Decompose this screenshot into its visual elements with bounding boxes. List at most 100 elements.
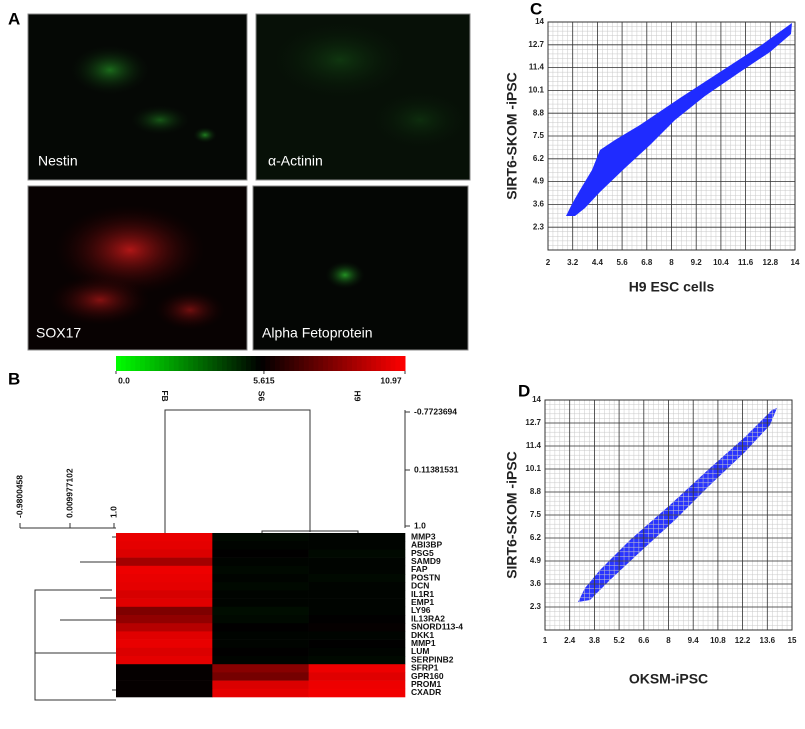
y-tick-label: 2.3 — [533, 222, 545, 231]
colorbar-segment — [255, 356, 261, 371]
heatmap-cell — [212, 631, 309, 640]
heatmap-cell — [308, 688, 406, 698]
heatmap-cell — [212, 557, 309, 567]
colorbar-segment — [212, 356, 218, 371]
heatmap-cell — [308, 541, 406, 550]
heatmap-cell — [308, 615, 406, 624]
column-label: S6 — [256, 391, 266, 402]
colorbar-segment — [241, 356, 247, 371]
y-axis-title: SIRT6-SKOM -iPSC — [504, 451, 520, 579]
image-caption: α-Actinin — [268, 153, 323, 169]
colorbar-segment — [130, 356, 136, 371]
row-label: LY96 — [411, 605, 431, 615]
y-tick-label: 7.5 — [530, 510, 542, 519]
heatmap-cell — [308, 680, 406, 690]
colorbar-segment — [356, 356, 363, 371]
row-label: IL13RA2 — [411, 613, 445, 623]
heatmap-cell — [116, 557, 213, 567]
heatmap-cell — [212, 688, 309, 698]
heatmap-cell — [212, 533, 309, 542]
colorbar-segment — [385, 356, 392, 371]
y-tick-label: 12.7 — [525, 418, 541, 427]
heatmap-cell — [116, 533, 213, 542]
colorbar-segment — [226, 356, 233, 371]
heatmap-cell — [308, 672, 406, 681]
x-tick-label: 13.6 — [760, 636, 776, 645]
y-tick-label: 11.4 — [526, 441, 542, 450]
colorbar-segment — [149, 356, 156, 371]
heatmap-cell — [116, 590, 213, 599]
row-label: CXADR — [411, 687, 441, 697]
heatmap-cell — [212, 590, 309, 599]
y-tick-label: 4.9 — [533, 177, 545, 186]
heatmap-cell — [212, 623, 309, 632]
heatmap-cell — [116, 647, 213, 657]
panel-label: D — [518, 381, 530, 400]
heatmap-cell — [116, 606, 213, 616]
row-label: MMP1 — [411, 638, 436, 648]
colorbar-segment — [116, 356, 122, 371]
x-tick-label: 8 — [669, 258, 674, 267]
y-tick-label: 4.9 — [530, 556, 542, 565]
x-axis-title: H9 ESC cells — [629, 279, 715, 295]
heatmap-cell — [308, 590, 406, 599]
x-tick-label: 3.8 — [589, 636, 601, 645]
heatmap-cell — [308, 574, 406, 583]
colorbar-segment — [164, 356, 170, 371]
x-tick-label: 11.6 — [738, 258, 754, 267]
scale-label: 0.11381531 — [414, 464, 459, 474]
colorbar-tick-label: 0.0 — [118, 375, 130, 385]
image-caption: Nestin — [38, 153, 78, 169]
heatmap-cell — [116, 631, 213, 640]
x-tick-label: 5.2 — [614, 636, 626, 645]
colorbar-segment — [318, 356, 324, 371]
heatmap-cell — [308, 533, 406, 542]
heatmap-cell — [212, 656, 309, 665]
row-label: MMP3 — [411, 531, 436, 541]
point-cloud — [566, 23, 792, 216]
colorbar-segment — [342, 356, 348, 371]
heatmap-cell — [212, 541, 309, 550]
scale-label: 0.009977102 — [64, 468, 74, 518]
heatmap-cell — [116, 672, 213, 681]
y-tick-label: 7.5 — [533, 131, 545, 140]
heatmap-cell — [308, 606, 406, 616]
image-caption: Alpha Fetoprotein — [262, 325, 373, 341]
y-tick-label: 12.7 — [528, 40, 544, 49]
heatmap-cell — [212, 549, 309, 558]
x-tick-label: 9.4 — [688, 636, 700, 645]
x-tick-label: 4.4 — [592, 258, 604, 267]
y-tick-label: 10.1 — [528, 86, 544, 95]
colorbar-tick-label: 5.615 — [253, 375, 275, 385]
heatmap-cell — [212, 606, 309, 616]
heatmap-cell — [116, 664, 213, 673]
micrograph: SOX17 — [27, 185, 248, 351]
colorbar-segment — [159, 356, 165, 371]
heatmap-cell — [308, 631, 406, 640]
row-label: ABI3BP — [411, 540, 443, 550]
colorbar-segment — [400, 356, 406, 371]
image-caption: SOX17 — [36, 325, 81, 341]
colorbar-tick-label: 10.97 — [380, 375, 402, 385]
colorbar-segment — [236, 356, 242, 371]
micrograph: Alpha Fetoprotein — [252, 185, 469, 351]
colorbar-segment — [207, 356, 213, 371]
y-tick-label: 2.3 — [530, 602, 542, 611]
scale-label: 1.0 — [414, 520, 426, 530]
colorbar-segment — [265, 356, 271, 371]
y-tick-label: 3.6 — [530, 579, 542, 588]
y-tick-label: 14 — [535, 17, 544, 26]
colorbar-segment — [197, 356, 204, 371]
colorbar-segment — [231, 356, 237, 371]
column-dendrogram — [164, 409, 359, 533]
heatmap-cell — [116, 574, 213, 583]
x-tick-label: 9.2 — [691, 258, 703, 267]
heatmap-cell — [116, 623, 213, 632]
row-label: DKK1 — [411, 630, 434, 640]
x-tick-label: 14 — [791, 258, 800, 267]
scale-label: 1.0 — [108, 506, 118, 518]
heatmap-cell — [308, 549, 406, 558]
heatmap-cell — [116, 598, 213, 608]
heatmap-cell — [212, 672, 309, 681]
